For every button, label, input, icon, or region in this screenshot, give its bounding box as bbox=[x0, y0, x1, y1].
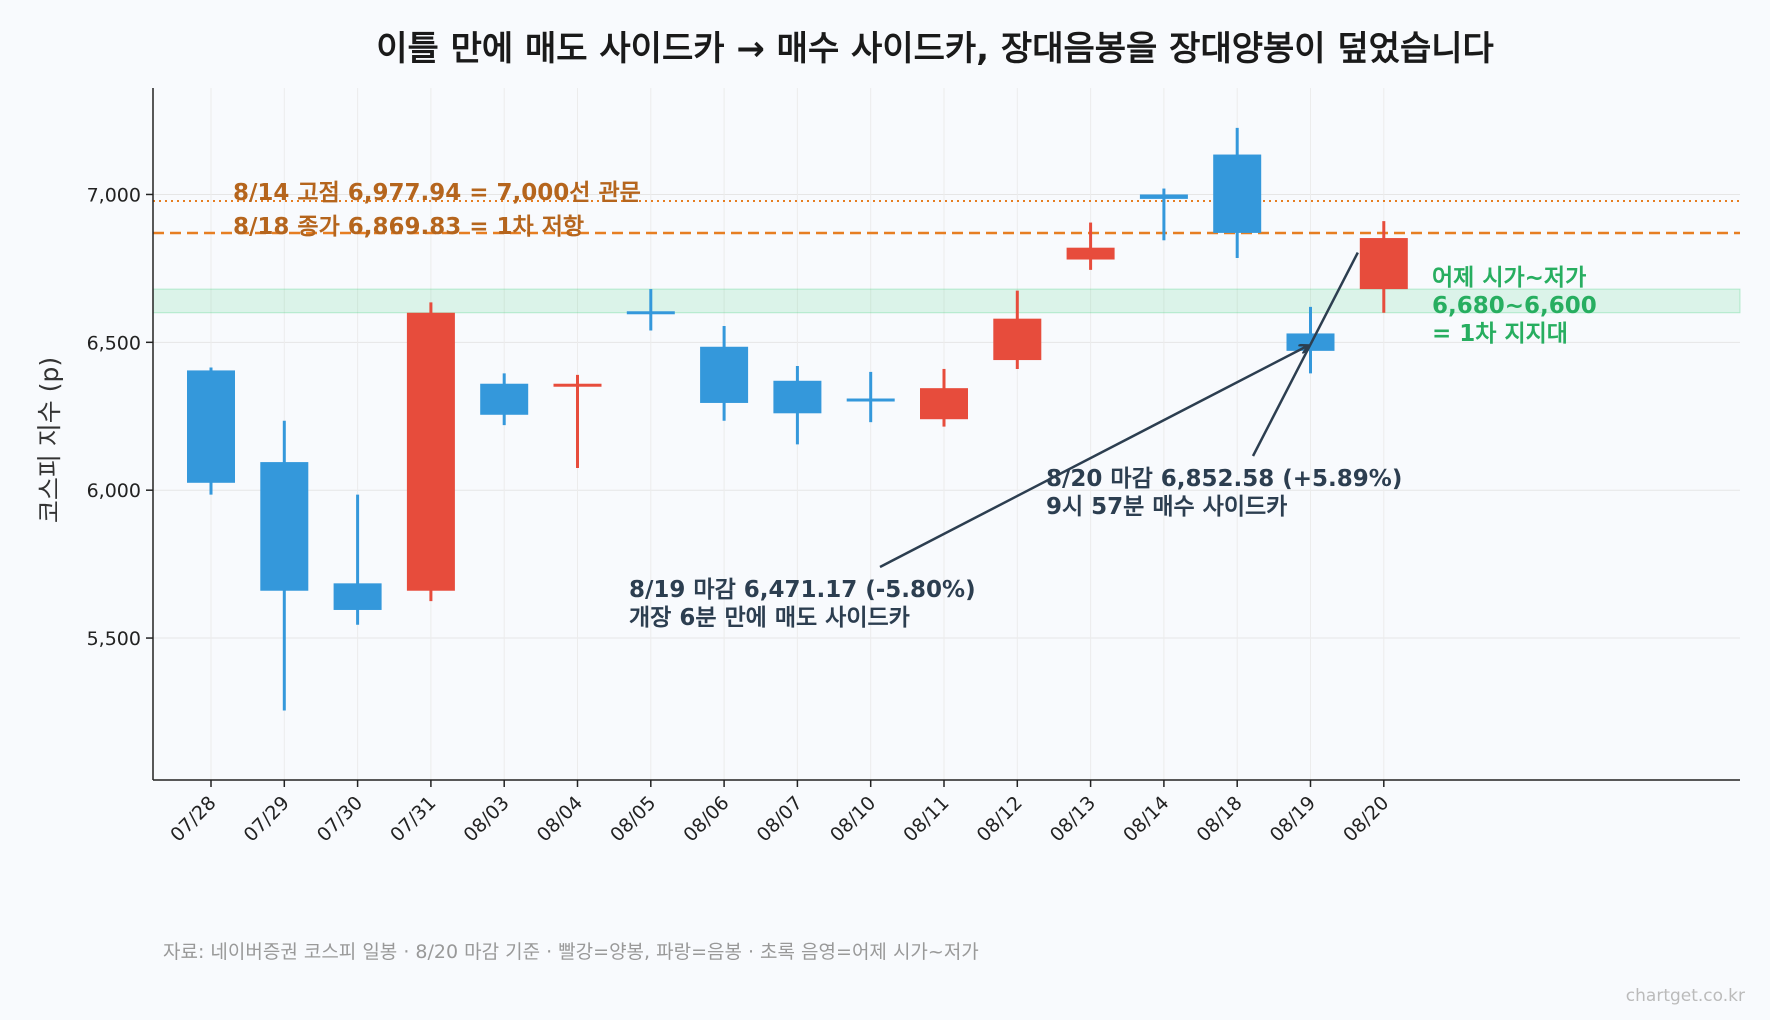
candle-body bbox=[846, 398, 895, 402]
x-tick-label: 08/13 bbox=[1046, 792, 1100, 846]
candle-08-11 bbox=[920, 368, 968, 427]
y-axis-label: 코스피 지수 (p) bbox=[35, 357, 64, 523]
x-tick-label: 08/07 bbox=[753, 792, 807, 846]
y-tick-label: 7,000 bbox=[87, 184, 141, 206]
x-tick-label: 07/31 bbox=[386, 792, 440, 846]
candle-08-06 bbox=[700, 326, 749, 421]
x-tick-label: 08/20 bbox=[1339, 792, 1393, 846]
x-tick-label: 08/04 bbox=[533, 792, 587, 846]
support-band-label: 어제 시가~저가 bbox=[1432, 265, 1586, 291]
support-band-label: 6,680~6,600 bbox=[1432, 293, 1597, 319]
candle-body bbox=[1213, 154, 1262, 233]
x-tick-label: 07/29 bbox=[240, 792, 294, 846]
x-tick-label: 08/14 bbox=[1119, 792, 1173, 846]
reference-lines-layer: 8/14 고점 6,977.94 = 7,000선 관문 8/18 종가 6,86… bbox=[153, 180, 1740, 240]
x-tick-label: 08/05 bbox=[606, 792, 660, 846]
candle-body bbox=[553, 383, 602, 387]
x-tick-label: 08/06 bbox=[679, 792, 733, 846]
annotations-layer: 어제 시가~저가6,680~6,600= 1차 지지대 8/19 마감 6,471… bbox=[629, 251, 1597, 631]
x-tick-label: 08/18 bbox=[1192, 792, 1246, 846]
candle-08-03 bbox=[480, 373, 529, 426]
candle-07-30 bbox=[333, 494, 382, 625]
annotation-arrow-0819 bbox=[879, 346, 1308, 569]
candle-body bbox=[700, 346, 749, 403]
annotation-text-0820: 9시 57분 매수 사이드카 bbox=[1046, 494, 1287, 520]
x-tick-label: 08/10 bbox=[826, 792, 880, 846]
candle-body bbox=[626, 311, 675, 315]
candle-body bbox=[993, 318, 1042, 361]
candle-body bbox=[480, 383, 529, 415]
chart-footer: 자료: 네이버증권 코스피 일봉 · 8/20 마감 기준 · 빨강=양봉, 파… bbox=[163, 941, 979, 963]
annotation-text-0819: 8/19 마감 6,471.17 (-5.80%) bbox=[629, 577, 976, 603]
candle-08-13 bbox=[1066, 222, 1115, 270]
x-tick-label: 07/30 bbox=[313, 792, 367, 846]
y-tick-label: 6,500 bbox=[87, 332, 141, 354]
candle-body bbox=[187, 370, 235, 483]
candle-body bbox=[406, 312, 455, 591]
candle-08-19 bbox=[1286, 306, 1335, 374]
candle-body bbox=[333, 583, 382, 610]
candle-08-18 bbox=[1213, 127, 1262, 259]
x-tick-label: 08/03 bbox=[459, 792, 513, 846]
x-tick-label: 07/28 bbox=[166, 792, 220, 846]
candle-07-29 bbox=[260, 420, 309, 711]
reference-label-2: 8/18 종가 6,869.83 = 1차 저항 bbox=[233, 214, 584, 240]
candle-08-20 bbox=[1359, 221, 1408, 313]
support-band-label: = 1차 지지대 bbox=[1432, 321, 1568, 347]
y-tick-label: 5,500 bbox=[87, 628, 141, 650]
annotation-text-0819: 개장 6분 만에 매도 사이드카 bbox=[629, 605, 910, 631]
candle-body bbox=[920, 388, 968, 420]
annotation-text-0820: 8/20 마감 6,852.58 (+5.89%) bbox=[1046, 466, 1402, 492]
y-tick-label: 6,000 bbox=[87, 480, 141, 502]
candles-layer bbox=[187, 127, 1408, 711]
candle-body bbox=[1359, 238, 1408, 290]
candle-body bbox=[1066, 247, 1115, 260]
chart-title: 이틀 만에 매도 사이드카 → 매수 사이드카, 장대음봉을 장대양봉이 덮었습… bbox=[376, 29, 1494, 69]
candle-08-14 bbox=[1139, 188, 1188, 241]
candle-body bbox=[260, 462, 309, 591]
source-credit: chartget.co.kr bbox=[1626, 986, 1745, 1006]
candle-body bbox=[773, 380, 822, 414]
x-tick-label: 08/11 bbox=[899, 792, 953, 846]
annotation-arrow-0820 bbox=[1251, 251, 1359, 457]
candle-08-07 bbox=[773, 365, 822, 445]
candle-07-28 bbox=[187, 367, 235, 495]
candle-07-31 bbox=[406, 302, 455, 602]
candle-08-05 bbox=[626, 289, 675, 331]
candle-08-10 bbox=[846, 371, 895, 423]
candle-08-12 bbox=[993, 290, 1042, 369]
x-tick-label: 08/19 bbox=[1266, 792, 1320, 846]
candle-08-04 bbox=[553, 374, 602, 469]
reference-label-1: 8/14 고점 6,977.94 = 7,000선 관문 bbox=[233, 180, 641, 206]
x-tick-label: 08/12 bbox=[973, 792, 1027, 846]
candle-body bbox=[1139, 194, 1188, 199]
